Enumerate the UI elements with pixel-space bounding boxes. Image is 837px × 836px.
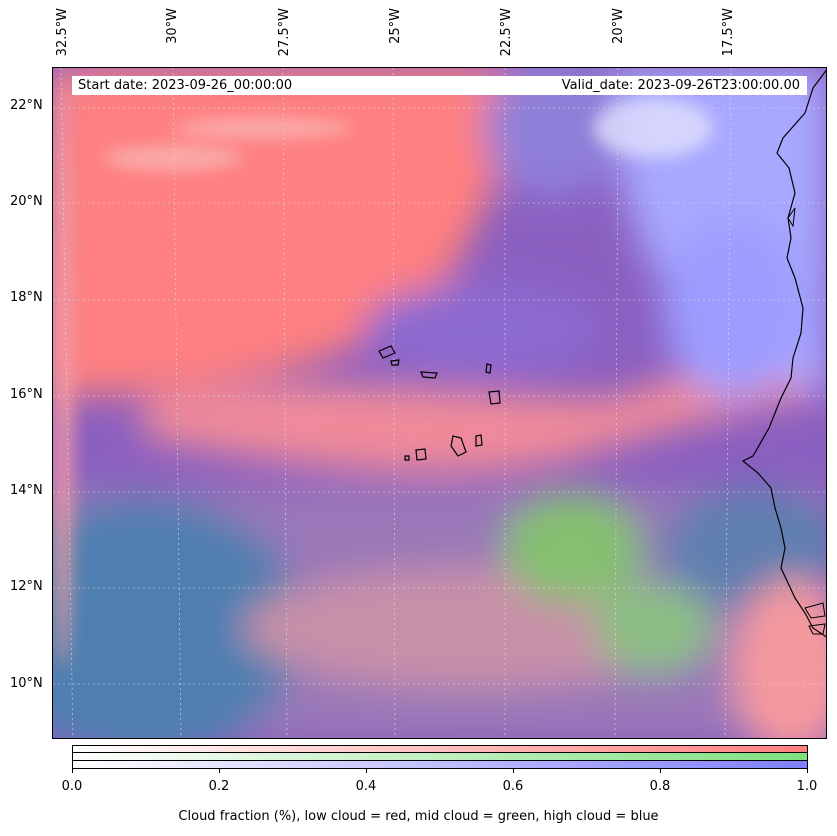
lon-label: 30°W	[165, 8, 180, 44]
colorbar-tick-label: 1.0	[796, 779, 818, 794]
lat-label: 10°N	[10, 676, 43, 691]
lat-label: 18°N	[10, 290, 43, 305]
colorbar	[72, 745, 808, 769]
colorbar-tick	[807, 769, 808, 773]
colorbar-tick	[513, 769, 514, 773]
cloud-field-center-purple	[363, 283, 603, 373]
lon-label: 27.5°W	[277, 8, 292, 57]
colorbar-mid-cloud	[73, 753, 807, 761]
lat-label: 22°N	[10, 98, 43, 113]
start-date-label: Start date: 2023-09-26_00:00:00	[78, 78, 293, 93]
cloud-field-east-high	[663, 218, 803, 398]
lon-label: 20°W	[611, 8, 626, 44]
lon-label: 22.5°W	[499, 8, 514, 57]
cloud-field-southwest	[53, 498, 303, 738]
colorbar-tick-label: 0.0	[61, 779, 83, 794]
colorbar-high-cloud	[73, 760, 807, 768]
cloud-wisp-2	[173, 118, 353, 138]
coastline	[741, 69, 826, 638]
colorbar-low-cloud	[73, 746, 807, 754]
graticule	[53, 68, 826, 738]
cloud-wisp-1	[103, 146, 243, 170]
colorbar-tick-label: 0.8	[649, 779, 671, 794]
valid-date-label: Valid_date: 2023-09-26T23:00:00.00	[561, 78, 800, 93]
colorbar-tick-label: 0.6	[502, 779, 524, 794]
colorbar-tick	[366, 769, 367, 773]
date-banner: Start date: 2023-09-26_00:00:00 Valid_da…	[72, 76, 807, 95]
lon-label: 25°W	[388, 8, 403, 44]
lat-label: 16°N	[10, 387, 43, 402]
colorbar-tick-label: 0.2	[208, 779, 230, 794]
coastal-islands	[787, 207, 826, 635]
colorbar-tick	[72, 769, 73, 773]
colorbar-tick	[660, 769, 661, 773]
cloud-field-mid-green	[503, 493, 643, 603]
cloud-edge-west	[53, 68, 75, 668]
cloud-field-southeast	[733, 578, 826, 738]
cloud-field-mid-green-2	[593, 583, 713, 673]
cloud-fraction-map	[52, 67, 827, 739]
lat-label: 20°N	[10, 194, 43, 209]
colorbar-tick	[219, 769, 220, 773]
colorbar-tick-label: 0.4	[355, 779, 377, 794]
lon-label: 17.5°W	[721, 8, 736, 57]
cloud-field-red-streak	[143, 355, 813, 473]
cape-verde-islands	[378, 345, 501, 461]
lon-label: 32.5°W	[55, 8, 70, 57]
map-canvas	[53, 68, 826, 738]
cloud-field-north-purple	[483, 68, 623, 198]
lat-label: 14°N	[10, 483, 43, 498]
colorbar-caption: Cloud fraction (%), low cloud = red, mid…	[178, 809, 659, 824]
lat-label: 12°N	[10, 579, 43, 594]
cloud-wisp-3	[593, 98, 713, 158]
